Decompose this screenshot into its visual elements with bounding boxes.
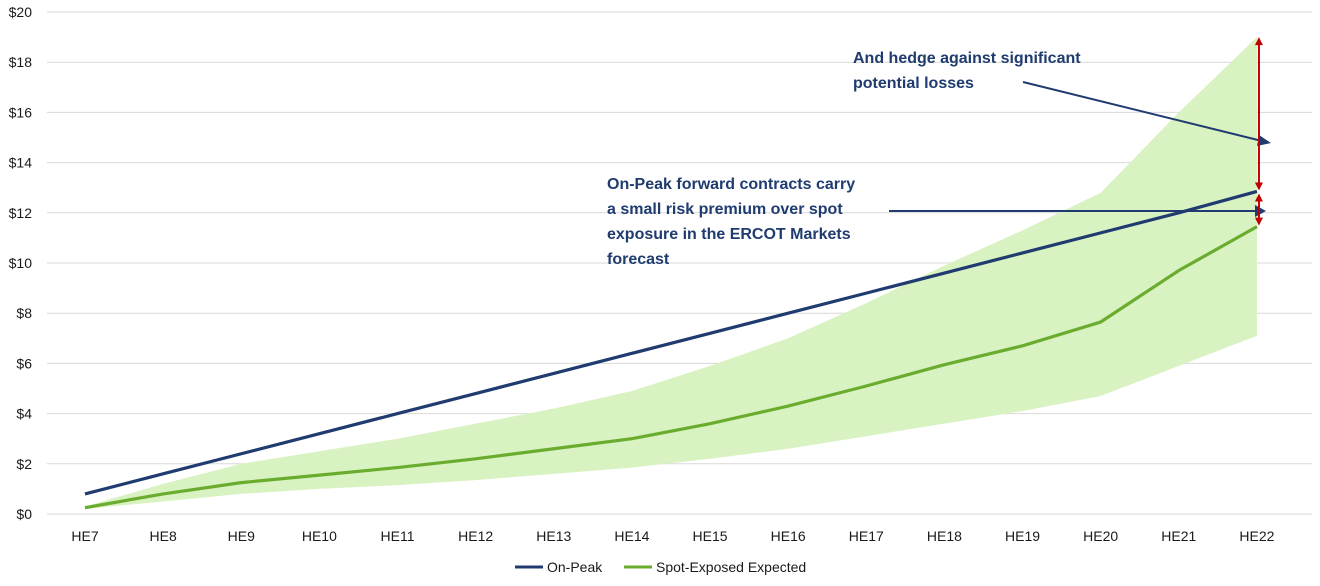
range-arrowhead-upper-top (1254, 37, 1263, 46)
annotation-premium-line-4: forecast (607, 251, 670, 268)
series-line-on-peak (84, 189, 1258, 496)
y-tick-label: $6 (16, 355, 32, 371)
x-tick-label: HE11 (381, 528, 415, 544)
y-tick-label: $0 (16, 506, 32, 522)
range-arrowhead-upper-bottom (1254, 182, 1263, 191)
x-tick-label: HE13 (536, 528, 571, 544)
y-axis-ticks: $0 $2 $4 $6 $8 $10 $12 $14 $16 $18 $20 (9, 4, 33, 522)
x-tick-label: HE21 (1161, 528, 1196, 544)
annotation-hedge-line-1: And hedge against significant (853, 50, 1081, 67)
x-axis-ticks: HE7 HE8 HE9 HE10 HE11 HE12 HE13 HE14 HE15 HE16 HE1… (71, 528, 1274, 544)
legend-label-on-peak: On-Peak (547, 559, 603, 575)
annotation-hedge-line-2: potential losses (853, 75, 974, 92)
y-tick-label: $20 (9, 4, 33, 20)
x-tick-label: HE15 (693, 528, 728, 544)
range-arrowhead-lower-top (1254, 193, 1263, 202)
x-tick-label: HE17 (849, 528, 884, 544)
x-tick-label: HE14 (614, 528, 649, 544)
y-tick-label: $10 (9, 255, 33, 271)
arrows (889, 37, 1271, 226)
series-line-spot-exposed-expected (84, 225, 1258, 510)
x-tick-label: HE8 (150, 528, 177, 544)
x-tick-label: HE12 (458, 528, 493, 544)
annotation-premium: On-Peak forward contracts carry a small … (607, 176, 855, 268)
y-tick-label: $4 (16, 406, 32, 422)
annotation-arrow-hedge (1022, 81, 1263, 142)
y-tick-label: $14 (9, 155, 33, 171)
annotation-arrowhead-hedge (1257, 135, 1271, 146)
y-tick-label: $8 (16, 305, 32, 321)
y-tick-label: $2 (16, 456, 32, 472)
annotation-arrowhead-premium (1255, 205, 1266, 217)
annotation-hedge: And hedge against significant potential … (853, 50, 1081, 92)
x-tick-label: HE19 (1005, 528, 1040, 544)
legend-label-spot-exposed-expected: Spot-Exposed Expected (656, 559, 806, 575)
annotation-premium-line-3: exposure in the ERCOT Markets (607, 226, 851, 243)
y-tick-label: $18 (9, 54, 33, 70)
x-tick-label: HE18 (927, 528, 962, 544)
x-tick-label: HE7 (71, 528, 98, 544)
y-tick-label: $16 (9, 104, 33, 120)
x-tick-label: HE9 (228, 528, 255, 544)
annotation-premium-line-1: On-Peak forward contracts carry (607, 176, 855, 193)
annotation-premium-line-2: a small risk premium over spot (607, 201, 843, 218)
y-tick-label: $12 (9, 205, 33, 221)
x-tick-label: HE22 (1239, 528, 1274, 544)
x-tick-label: HE20 (1083, 528, 1118, 544)
range-arrowhead-lower-bottom (1254, 217, 1263, 226)
x-tick-label: HE16 (771, 528, 806, 544)
x-tick-label: HE10 (302, 528, 337, 544)
risk-band (85, 37, 1257, 509)
legend: On-Peak Spot-Exposed Expected (515, 559, 806, 575)
